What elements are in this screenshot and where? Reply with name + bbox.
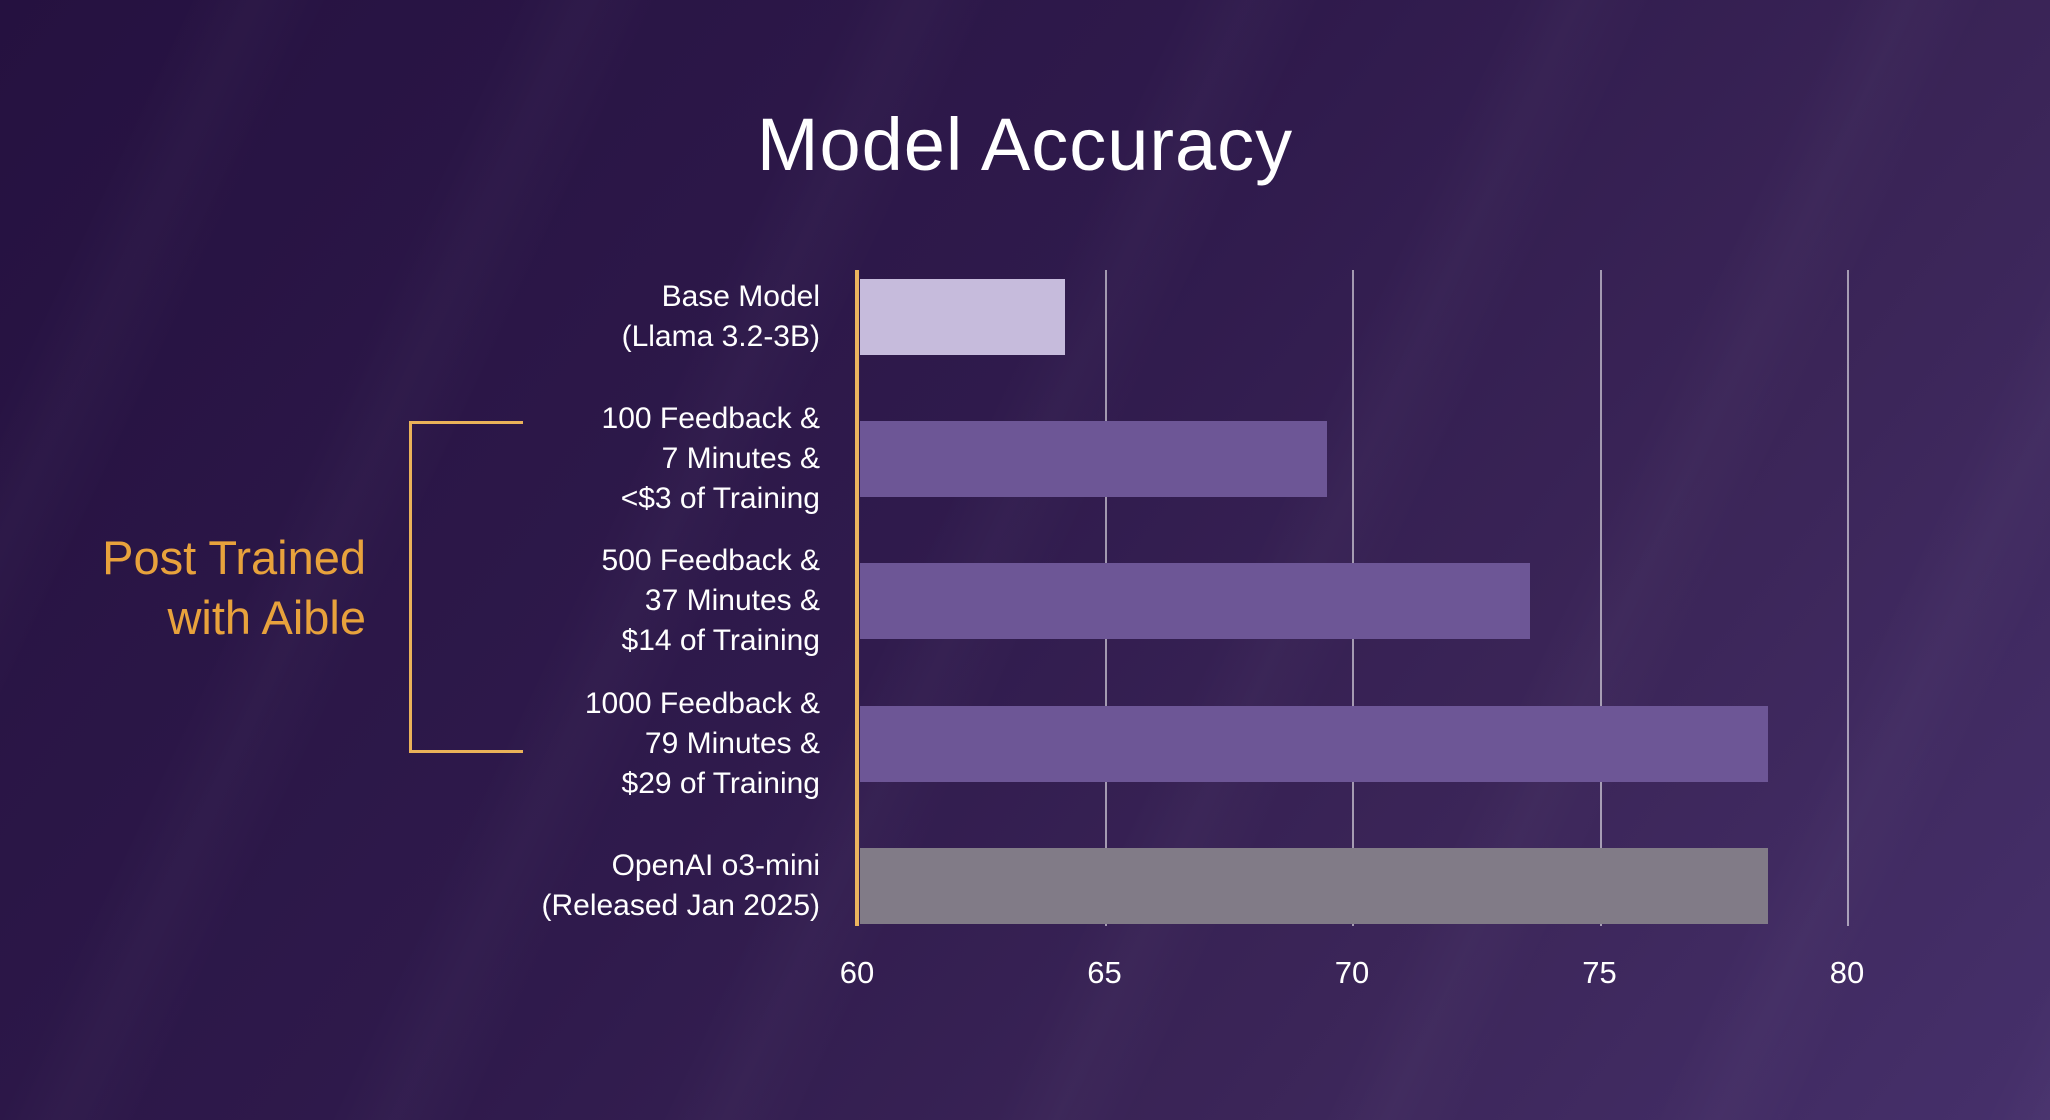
category-label-2-line-1: 37 Minutes & <box>644 584 820 618</box>
category-label-4-line-0: OpenAI o3-mini <box>611 848 820 882</box>
x-tick-label-70: 70 <box>1334 955 1370 990</box>
bar-0 <box>860 279 1065 355</box>
x-tick-label-80: 80 <box>1829 955 1865 990</box>
category-label-4-line-1: (Released Jan 2025) <box>541 888 820 922</box>
category-label-4: OpenAI o3-mini (Released Jan 2025) <box>220 846 820 926</box>
annotation-line-2: with Aible <box>167 591 366 644</box>
category-label-0-line-1: (Llama 3.2-3B) <box>621 320 820 353</box>
x-tick-label-65: 65 <box>1087 955 1122 990</box>
category-label-1-line-2: <$3 of Training <box>620 482 820 516</box>
x-tick-label-60: 60 <box>839 955 875 990</box>
category-label-3-line-0: 1000 Feedback & <box>584 686 820 720</box>
category-label-1-line-0: 100 Feedback & <box>601 402 820 436</box>
bar-4 <box>860 847 1768 924</box>
bar-3 <box>860 705 1768 782</box>
annotation-line-1: Post Trained <box>102 531 366 584</box>
bar-1 <box>860 421 1328 498</box>
category-label-0: Base Model (Llama 3.2-3B) <box>220 277 820 357</box>
y-axis-line <box>855 270 859 926</box>
category-label-3-line-2: $29 of Training <box>621 766 820 800</box>
bracket-bottom-arm <box>409 750 523 753</box>
category-label-1: 100 Feedback & 7 Minutes & <$3 of Training <box>220 399 820 519</box>
category-label-2-line-0: 500 Feedback & <box>601 544 820 578</box>
chart-title: Model Accuracy <box>756 103 1294 186</box>
x-tick-label-75: 75 <box>1582 955 1617 990</box>
gridline-75 <box>1599 270 1602 926</box>
category-label-1-line-1: 7 Minutes & <box>661 442 820 476</box>
bracket-top-arm <box>409 421 523 424</box>
category-label-0-line-0: Base Model <box>661 280 820 313</box>
category-label-2: 500 Feedback & 37 Minutes & $14 of Trainin… <box>220 541 820 661</box>
category-label-3: 1000 Feedback & 79 Minutes & $29 of Traini… <box>220 684 820 804</box>
gridline-80 <box>1847 270 1849 926</box>
bracket-vertical-line <box>409 421 412 753</box>
category-label-2-line-2: $14 of Training <box>621 624 820 658</box>
post-trained-annotation: Post Trained with Aible <box>102 528 366 648</box>
category-label-3-line-1: 79 Minutes & <box>644 726 820 760</box>
bar-2 <box>860 563 1531 640</box>
